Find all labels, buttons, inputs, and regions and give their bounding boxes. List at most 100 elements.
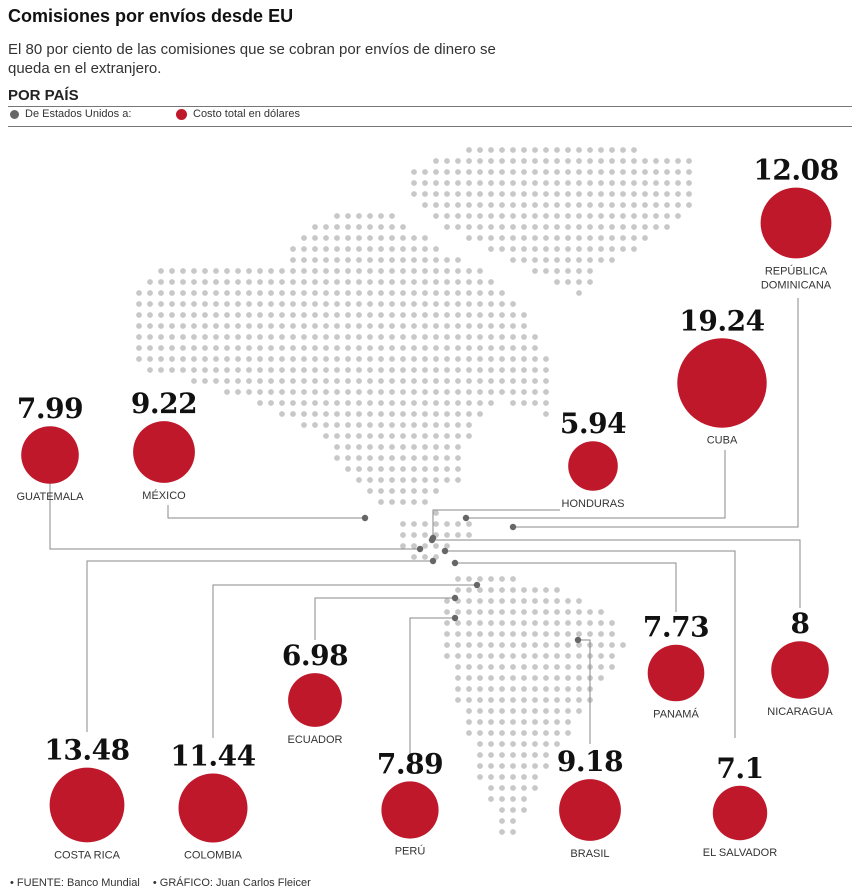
map-dot: [499, 730, 505, 736]
map-dot: [488, 631, 494, 637]
map-dot: [290, 345, 296, 351]
country-label-peru: PERÚ: [395, 845, 426, 858]
map-dot: [477, 213, 483, 219]
map-dot: [455, 642, 461, 648]
map-dot: [499, 620, 505, 626]
map-dot: [477, 708, 483, 714]
map-dot: [510, 334, 516, 340]
map-dot: [565, 631, 571, 637]
value-label-brasil: 9.18: [557, 745, 623, 778]
map-dot: [411, 488, 417, 494]
value-label-guatemala: 7.99: [17, 392, 83, 425]
country-label-costa-rica: COSTA RICA: [54, 849, 120, 861]
map-dot: [400, 444, 406, 450]
map-dot: [455, 576, 461, 582]
map-dot: [169, 312, 175, 318]
bubble-brasil: [559, 779, 621, 841]
map-dot: [543, 653, 549, 659]
map-dot: [301, 279, 307, 285]
map-dot: [521, 323, 527, 329]
map-dot: [400, 323, 406, 329]
map-dot: [422, 345, 428, 351]
map-dot: [169, 301, 175, 307]
map-dot: [532, 642, 538, 648]
map-dot: [290, 301, 296, 307]
map-dot: [499, 224, 505, 230]
map-dot: [477, 653, 483, 659]
map-dot: [433, 477, 439, 483]
map-dot: [587, 180, 593, 186]
map-dot: [224, 279, 230, 285]
map-dot: [455, 664, 461, 670]
map-dot: [521, 708, 527, 714]
bubble-mexico: [133, 421, 195, 483]
map-dot: [499, 631, 505, 637]
map-dot: [510, 323, 516, 329]
map-dot: [389, 224, 395, 230]
map-dot: [455, 389, 461, 395]
map-dot: [400, 488, 406, 494]
map-dot: [664, 191, 670, 197]
map-dot: [191, 356, 197, 362]
map-dot: [466, 587, 472, 593]
map-dot: [235, 312, 241, 318]
map-dot: [378, 290, 384, 296]
map-dot: [411, 389, 417, 395]
map-dot: [477, 180, 483, 186]
map-dot: [521, 686, 527, 692]
map-dot: [301, 323, 307, 329]
map-dot: [268, 356, 274, 362]
map-dot: [312, 345, 318, 351]
map-dot: [312, 422, 318, 428]
map-dot: [543, 257, 549, 263]
map-dot: [543, 609, 549, 615]
bubble-guatemala: [21, 426, 79, 484]
map-dot: [345, 268, 351, 274]
map-dot: [444, 312, 450, 318]
map-dot: [389, 477, 395, 483]
map-dot: [521, 312, 527, 318]
map-dot: [510, 180, 516, 186]
leader-line-peru: [409, 617, 455, 762]
map-dot: [532, 620, 538, 626]
map-dot: [488, 730, 494, 736]
country-label-honduras: HONDURAS: [562, 498, 625, 510]
map-dot: [554, 279, 560, 285]
map-dot: [488, 312, 494, 318]
map-dot: [565, 642, 571, 648]
map-dot: [543, 367, 549, 373]
map-dot: [312, 378, 318, 384]
map-dot: [587, 257, 593, 263]
map-dot: [444, 378, 450, 384]
map-dot: [422, 279, 428, 285]
map-dot: [488, 620, 494, 626]
map-dot: [488, 334, 494, 340]
map-dot: [510, 653, 516, 659]
map-dot: [411, 290, 417, 296]
map-dot: [191, 301, 197, 307]
map-dot: [433, 367, 439, 373]
map-dot: [422, 477, 428, 483]
map-dot: [290, 290, 296, 296]
map-dot: [653, 202, 659, 208]
map-dot: [323, 345, 329, 351]
map-dot: [378, 422, 384, 428]
map-dot: [279, 411, 285, 417]
map-dot: [609, 202, 615, 208]
map-dot: [455, 312, 461, 318]
americas-dot-map: [136, 147, 692, 835]
map-dot: [444, 620, 450, 626]
map-dot: [598, 631, 604, 637]
map-dot: [389, 345, 395, 351]
map-dot: [510, 356, 516, 362]
map-dot: [312, 224, 318, 230]
map-dot: [499, 774, 505, 780]
map-dot: [598, 609, 604, 615]
map-dot: [455, 477, 461, 483]
map-dot: [257, 312, 263, 318]
map-dot: [466, 664, 472, 670]
map-dot: [367, 279, 373, 285]
map-dot: [686, 202, 692, 208]
map-dot: [620, 180, 626, 186]
value-label-colombia: 11.44: [170, 740, 255, 773]
